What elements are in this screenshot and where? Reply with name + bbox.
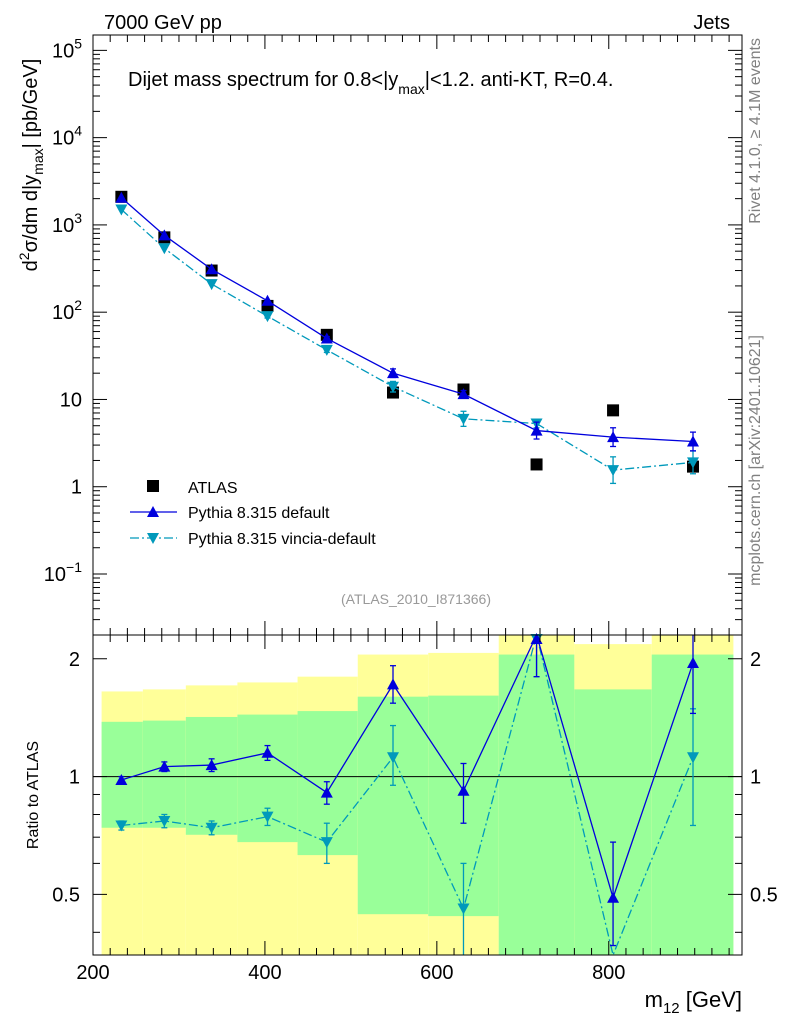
main-y-tick-label: 104 (52, 123, 82, 150)
vincia-marker (687, 457, 700, 469)
vincia-ratio-marker (387, 752, 400, 764)
ratio-y-tick-label-right: 0.5 (750, 884, 778, 906)
vincia-ratio-marker (115, 820, 128, 832)
pythia-default-ratio-marker (158, 760, 171, 772)
atlas-data-point (530, 458, 543, 471)
main-y-tick-label: 105 (52, 35, 82, 62)
pythia-default-marker (158, 229, 171, 241)
pythia-default-marker (457, 388, 470, 400)
x-tick-label: 600 (420, 962, 453, 984)
vincia-marker (607, 465, 620, 477)
main-x-axis-ticks (92, 35, 730, 635)
vincia-ratio-marker (158, 815, 171, 827)
ratio-y-tick-label-right: 2 (750, 649, 761, 671)
vincia-ratio-marker (261, 811, 274, 823)
category-label: Jets (693, 12, 730, 34)
pythia-default-marker (530, 424, 543, 436)
pythia-default-ratio-marker (261, 746, 274, 758)
main-series-layer (115, 190, 700, 485)
x-axis-label: m12 [GeV] (645, 987, 742, 1017)
x-tick-label: 400 (248, 962, 281, 984)
ratio-y-tick-label: 2 (69, 649, 80, 671)
main-y-tick-label: 102 (52, 297, 82, 324)
pythia-default-ratio-line (121, 633, 694, 900)
pythia-default-ratio-marker (387, 678, 400, 690)
ratio-axis-ticks (92, 635, 742, 955)
legend: ATLAS Pythia 8.315 default Pythia 8.315 … (130, 480, 376, 548)
atlas-data-point (607, 404, 620, 417)
pythia-default-marker (261, 294, 274, 306)
vincia-marker (320, 344, 333, 356)
main-y-axis-ticks (93, 49, 742, 636)
legend-atlas-marker (147, 480, 159, 492)
ratio-y-axis-label: Ratio to ATLAS (25, 741, 42, 849)
green-band-bin (498, 654, 575, 955)
vincia-marker (158, 243, 171, 255)
green-band-bin (101, 721, 143, 828)
legend-pythia-default-marker (147, 506, 159, 517)
vincia-marker (387, 381, 400, 393)
ratio-plot-frame (92, 634, 743, 956)
main-y-tick-label: 1 (71, 477, 82, 499)
ratio-series-layer (115, 633, 700, 958)
vincia-marker (457, 413, 470, 425)
analysis-id-watermark: (ATLAS_2010_I871366) (341, 591, 491, 607)
pythia-default-marker (115, 191, 128, 203)
main-y-axis-label: d2σ/dm d|ymax| [pb/GeV] (16, 59, 46, 272)
ratio-panel: 0.5 0.5 1 1 2 2 200 400 600 800 Ratio to ATLAS m1… (25, 633, 778, 1017)
legend-pythia-vincia-marker (147, 533, 159, 544)
pythia-default-marker (205, 263, 218, 275)
energy-label: 7000 GeV pp (104, 12, 222, 34)
pythia-default-marker (607, 431, 620, 443)
pythia-default-ratio-marker (607, 891, 620, 903)
x-tick-label: 800 (592, 962, 625, 984)
vincia-line (120, 209, 694, 471)
ratio-y-tick-label-right: 1 (750, 767, 761, 789)
green-band-bin (142, 720, 186, 828)
pythia-default-ratio-marker (687, 657, 700, 669)
x-tick-label: 200 (76, 962, 109, 984)
vincia-marker (261, 311, 274, 323)
pythia-default-ratio-marker (115, 773, 128, 785)
vincia-marker (205, 279, 218, 291)
pythia-default-ratio-marker (457, 784, 470, 796)
pythia-default-marker (687, 435, 700, 447)
mcplots-label: mcplots.cern.ch [arXiv:2401.10621] (747, 335, 764, 586)
pythia-default-ratio-marker (205, 759, 218, 771)
ratio-tick-labels: 0.5 0.5 1 1 2 2 200 400 600 800 (52, 649, 778, 984)
vincia-ratio-marker (205, 822, 218, 834)
ratio-uncertainty-bands (101, 635, 734, 955)
ratio-y-tick-label: 0.5 (52, 884, 80, 906)
green-band-bin (297, 711, 358, 856)
main-y-tick-label: 10−1 (44, 559, 82, 586)
vincia-marker (115, 204, 128, 216)
legend-atlas-label: ATLAS (188, 480, 238, 497)
ratio-y-tick-label: 1 (69, 767, 80, 789)
vincia-ratio-marker (457, 903, 470, 915)
chart-title: Dijet mass spectrum for 0.8<|ymax|<1.2. … (128, 69, 613, 97)
pythia-default-marker (387, 367, 400, 379)
vincia-ratio-marker (687, 752, 700, 764)
pythia-default-ratio-marker (320, 786, 333, 798)
main-y-tick-label: 10 (60, 389, 82, 411)
pythia-default-marker (320, 332, 333, 344)
legend-pythia-default-label: Pythia 8.315 default (188, 505, 330, 522)
main-y-tick-label: 103 (52, 210, 82, 237)
rivet-version-label: Rivet 4.1.0, ≥ 4.1M events (747, 38, 764, 224)
pythia-default-line (120, 197, 694, 443)
green-band-bin (185, 716, 238, 835)
vincia-ratio-marker (320, 837, 333, 849)
legend-pythia-vincia-label: Pythia 8.315 vincia-default (188, 531, 376, 548)
